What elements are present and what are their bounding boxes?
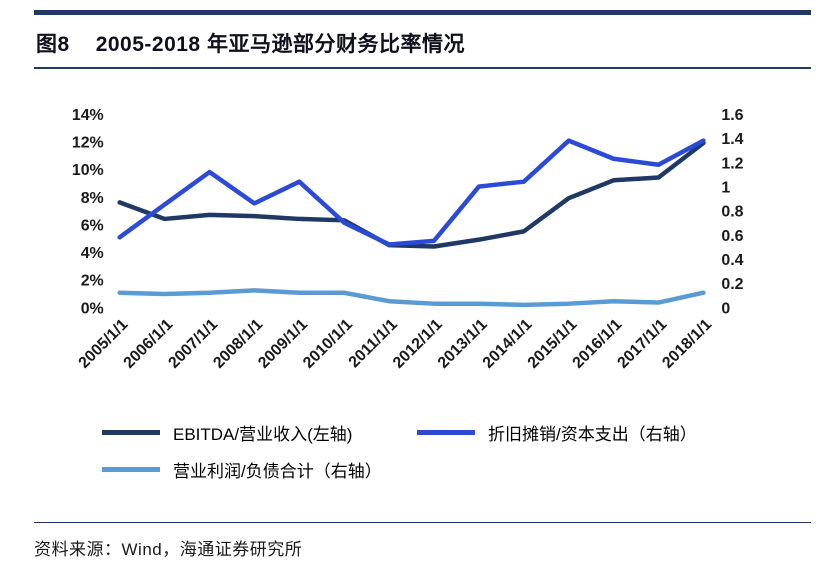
legend-line-da-capex xyxy=(417,430,475,435)
left-axis-tick: 8% xyxy=(81,190,104,207)
left-axis-tick: 6% xyxy=(81,217,104,234)
legend-label-da-capex: 折旧摊销/资本支出（右轴） xyxy=(488,425,697,444)
series-line-2 xyxy=(117,288,706,308)
right-axis-tick: 0.6 xyxy=(721,228,743,245)
left-axis-tick: 10% xyxy=(72,162,104,179)
left-axis-tick: 2% xyxy=(81,273,104,290)
left-axis-tick: 0% xyxy=(81,300,104,317)
legend-label-profit-debt: 营业利润/负债合计（右轴） xyxy=(173,462,382,481)
right-axis-tick: 1.2 xyxy=(721,155,743,172)
legend-item-da-capex: 折旧摊销/资本支出（右轴） xyxy=(417,420,697,445)
x-axis-tick: 2010/1/1 xyxy=(300,316,356,372)
left-axis-tick: 14% xyxy=(72,107,104,124)
right-axis-tick: 1.4 xyxy=(721,131,743,148)
series-line-1 xyxy=(117,138,706,247)
right-axis-tick: 0.8 xyxy=(721,204,743,221)
legend-line-profit-debt xyxy=(102,467,160,472)
right-axis-tick: 1.6 xyxy=(721,107,743,124)
right-axis-tick: 0 xyxy=(721,300,730,317)
chart-area: 0% 2% 4% 6% 8% 10% 12% 14% 0 0.2 0.4 0.6 0.8 1 1.2 1.4 1… xyxy=(34,97,811,406)
x-axis-tick: 2018/1/1 xyxy=(659,316,715,372)
series-line-0 xyxy=(117,140,706,249)
figure-title-text: 2005-2018 年亚马逊部分财务比率情况 xyxy=(95,33,465,56)
footer-rule xyxy=(34,522,811,523)
right-axis-tick: 1 xyxy=(721,179,730,196)
figure-title: 图8 2005-2018 年亚马逊部分财务比率情况 xyxy=(36,28,811,58)
left-axis-tick: 4% xyxy=(81,245,104,262)
source-text: 资料来源：Wind，海通证券研究所 xyxy=(34,540,303,559)
legend-label-ebitda-revenue: EBITDA/营业收入(左轴) xyxy=(173,425,353,444)
header-bottom-rule xyxy=(34,67,811,69)
legend-item-ebitda-revenue: EBITDA/营业收入(左轴) xyxy=(102,420,417,445)
left-axis-tick: 12% xyxy=(72,135,104,152)
right-axis-tick: 0.4 xyxy=(721,252,743,269)
chart-legend: EBITDA/营业收入(左轴) 折旧摊销/资本支出（右轴） 营业利润/负债合计（… xyxy=(34,420,811,482)
chart-canvas: 0% 2% 4% 6% 8% 10% 12% 14% 0 0.2 0.4 0.6 0.8 1 1.2 1.4 1… xyxy=(72,107,744,372)
header-top-rule xyxy=(34,10,811,15)
right-axis-tick: 0.2 xyxy=(721,276,743,293)
legend-line-ebitda-revenue xyxy=(102,430,160,435)
figure-number: 图8 xyxy=(36,33,70,56)
legend-row-1: EBITDA/营业收入(左轴) 折旧摊销/资本支出（右轴） xyxy=(102,420,811,445)
legend-row-2: 营业利润/负债合计（右轴） xyxy=(102,457,811,482)
legend-item-profit-debt: 营业利润/负债合计（右轴） xyxy=(102,457,417,482)
